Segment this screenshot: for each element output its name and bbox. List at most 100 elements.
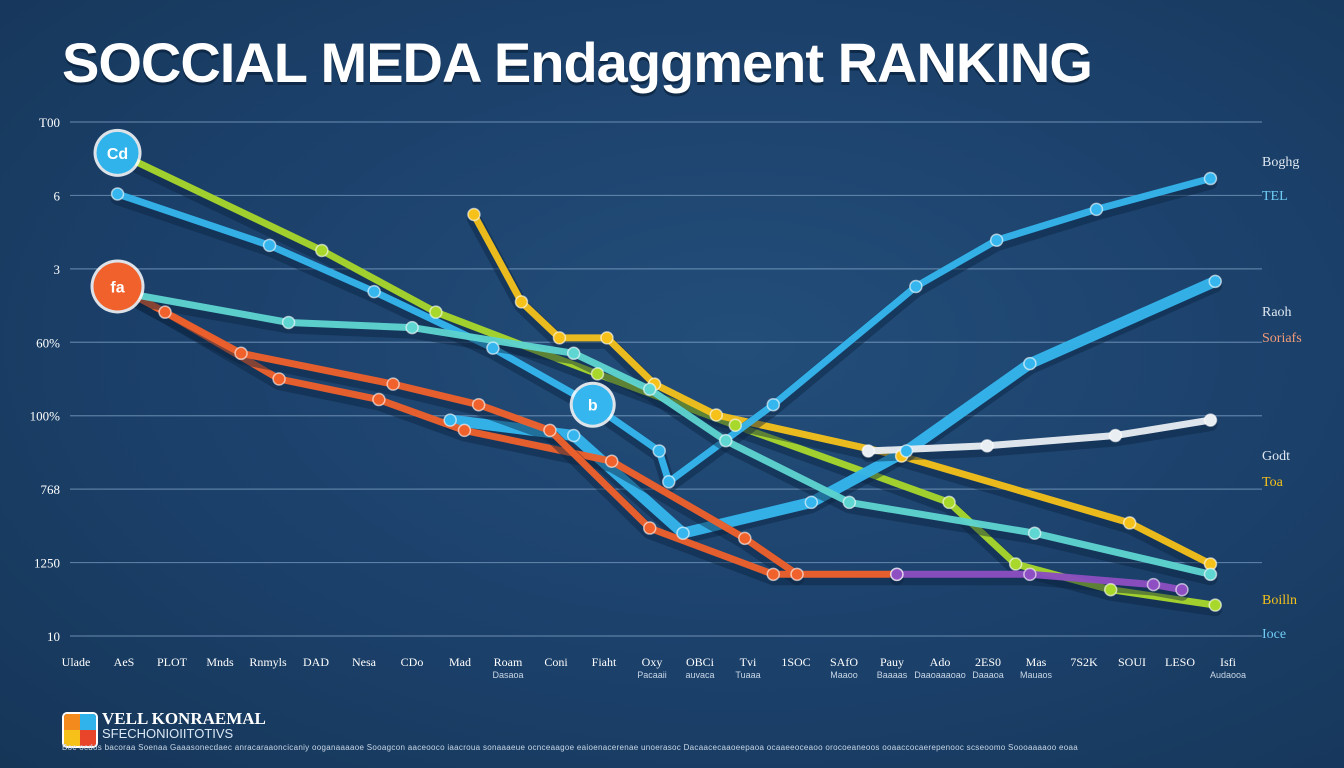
data-point xyxy=(989,233,1004,247)
point-badge xyxy=(93,262,142,311)
data-point xyxy=(372,392,386,407)
x-tick-label: Ado xyxy=(930,655,951,669)
x-tick-sublabel: Daaoaaaoao xyxy=(914,670,966,680)
data-point xyxy=(443,413,457,427)
point-badge-label: fa xyxy=(110,279,124,296)
x-tick-sublabel: Mauaos xyxy=(1020,670,1053,680)
data-point xyxy=(1008,557,1023,571)
y-axis-tick-labels: T00 6 3 60% 100% 768 1250 10 xyxy=(30,115,61,644)
series-end-label: Raoh xyxy=(1262,305,1292,320)
x-tick-label: LESO xyxy=(1165,655,1195,669)
data-point xyxy=(980,439,994,453)
y-tick-label: 768 xyxy=(41,482,61,497)
y-tick-label: 6 xyxy=(54,188,61,203)
data-point xyxy=(738,531,752,546)
chart-title: SOCCIAL MEDA Endaggment RANKING xyxy=(62,31,1093,94)
x-tick-label: AeS xyxy=(114,655,135,669)
point-badge-label: b xyxy=(588,398,598,415)
data-point xyxy=(158,305,172,319)
x-tick-label: Mas xyxy=(1026,655,1047,669)
x-tick-label: Roam xyxy=(494,655,523,669)
data-point xyxy=(766,567,781,582)
x-tick-label: OBCi xyxy=(686,655,715,669)
data-point xyxy=(1208,598,1222,612)
series-end-label: Toa xyxy=(1262,475,1284,490)
x-tick-label: Tvi xyxy=(740,655,757,669)
data-point xyxy=(467,207,481,222)
grid-lines xyxy=(70,121,1262,637)
x-tick-label: Ulade xyxy=(62,655,91,669)
data-point xyxy=(600,331,614,345)
data-point xyxy=(514,295,529,309)
data-point xyxy=(790,567,804,582)
x-tick-label: SAfO xyxy=(830,655,858,669)
data-point xyxy=(1175,582,1189,597)
data-point xyxy=(662,475,676,489)
data-point xyxy=(1108,428,1123,443)
point-badge xyxy=(572,384,613,425)
series-end-label: Boghg xyxy=(1262,155,1299,170)
x-tick-sublabel: Dasaoa xyxy=(492,670,523,680)
x-tick-label: DAD xyxy=(303,655,329,669)
data-point xyxy=(1122,516,1137,530)
data-point xyxy=(281,315,296,330)
x-tick-label: Mad xyxy=(449,655,471,669)
series-end-label: TEL xyxy=(1262,189,1288,204)
data-point xyxy=(642,382,657,397)
series-line xyxy=(864,416,1214,455)
x-tick-label: Coni xyxy=(544,655,568,669)
data-point xyxy=(405,320,419,335)
x-tick-sublabel: auvaca xyxy=(685,670,714,680)
point-badges: Cd fa b xyxy=(90,128,616,428)
data-point xyxy=(728,418,743,433)
x-tick-sublabel: Maaoo xyxy=(830,670,858,680)
data-point xyxy=(552,331,567,345)
data-point xyxy=(367,284,381,299)
data-point xyxy=(1146,577,1161,592)
series-line xyxy=(114,175,1214,486)
data-point xyxy=(861,444,876,458)
data-point xyxy=(543,423,557,438)
data-point xyxy=(386,377,400,391)
x-tick-label: 1SOC xyxy=(781,655,810,669)
data-point xyxy=(719,433,733,448)
data-point xyxy=(590,367,605,381)
data-point xyxy=(1103,582,1118,597)
data-point xyxy=(234,346,248,361)
series-end-label: Boilln xyxy=(1262,593,1297,608)
series-line-shadow xyxy=(889,571,1189,601)
x-tick-label: Isfi xyxy=(1220,655,1237,669)
x-tick-label: Rnmyls xyxy=(249,655,287,669)
x-tick-label: 7S2K xyxy=(1070,655,1098,669)
footer-brand: VELL KONRAEMAL xyxy=(102,709,266,728)
x-tick-sublabel: Pacaaii xyxy=(637,670,667,680)
y-tick-label: T00 xyxy=(39,115,60,130)
x-tick-label: Oxy xyxy=(642,655,663,669)
series-end-label: Soriafs xyxy=(1262,331,1302,346)
data-point xyxy=(486,341,500,355)
data-point xyxy=(566,428,581,443)
series-end-label: Godt xyxy=(1262,449,1290,464)
point-badge xyxy=(96,131,139,174)
data-point xyxy=(642,521,657,535)
data-point xyxy=(652,444,666,458)
x-tick-label: Mnds xyxy=(206,655,234,669)
data-point xyxy=(709,408,724,422)
x-axis-tick-labels: Ulade AeS PLOT Mnds Rnmyls DAD Nesa CDo Mad RoamD… xyxy=(62,655,1246,680)
data-point xyxy=(1027,526,1042,540)
data-point xyxy=(262,238,277,253)
x-tick-sublabel: Daaaoa xyxy=(972,670,1004,680)
data-point xyxy=(1208,274,1222,289)
data-point xyxy=(315,243,329,258)
x-tick-sublabel: Baaaas xyxy=(877,670,908,680)
y-tick-label: 10 xyxy=(47,629,60,644)
data-point xyxy=(604,454,619,468)
x-tick-label: Pauy xyxy=(880,655,904,669)
series-line-shadow xyxy=(110,283,904,586)
data-point xyxy=(1023,567,1037,582)
data-point xyxy=(1203,567,1218,582)
x-tick-label: Nesa xyxy=(352,655,377,669)
data-point xyxy=(890,567,904,582)
point-badge-label: Cd xyxy=(107,146,128,163)
